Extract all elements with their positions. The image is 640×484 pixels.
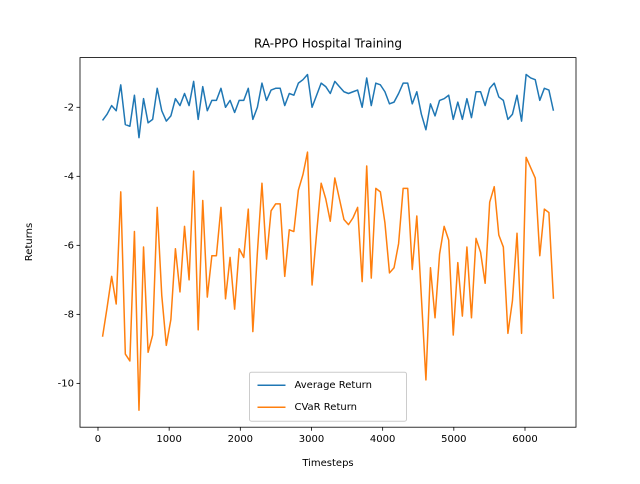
chart-title: RA-PPO Hospital Training [254, 37, 402, 51]
x-axis-label: Timesteps [301, 458, 353, 469]
x-tick-label: 2000 [228, 434, 253, 445]
legend-label: CVaR Return [295, 402, 358, 413]
y-axis-label: Returns [24, 223, 35, 261]
data-line [101, 151, 555, 412]
x-tick-label: 1000 [156, 434, 181, 445]
x-tick-label: 0 [95, 434, 101, 445]
legend-label: Average Return [295, 380, 372, 391]
y-tick-label: -6 [64, 240, 74, 251]
x-tick-label: 4000 [370, 434, 395, 445]
y-tick-label: -2 [64, 102, 74, 113]
legend-box [249, 371, 407, 422]
x-tick-label: 5000 [441, 434, 466, 445]
y-tick-label: -10 [58, 378, 74, 389]
data-line [101, 73, 555, 139]
x-tick-label: 3000 [299, 434, 324, 445]
plot-frame [79, 57, 577, 428]
x-tick-label: 6000 [512, 434, 537, 445]
y-tick-label: -8 [64, 309, 74, 320]
y-tick-label: -4 [64, 171, 74, 182]
